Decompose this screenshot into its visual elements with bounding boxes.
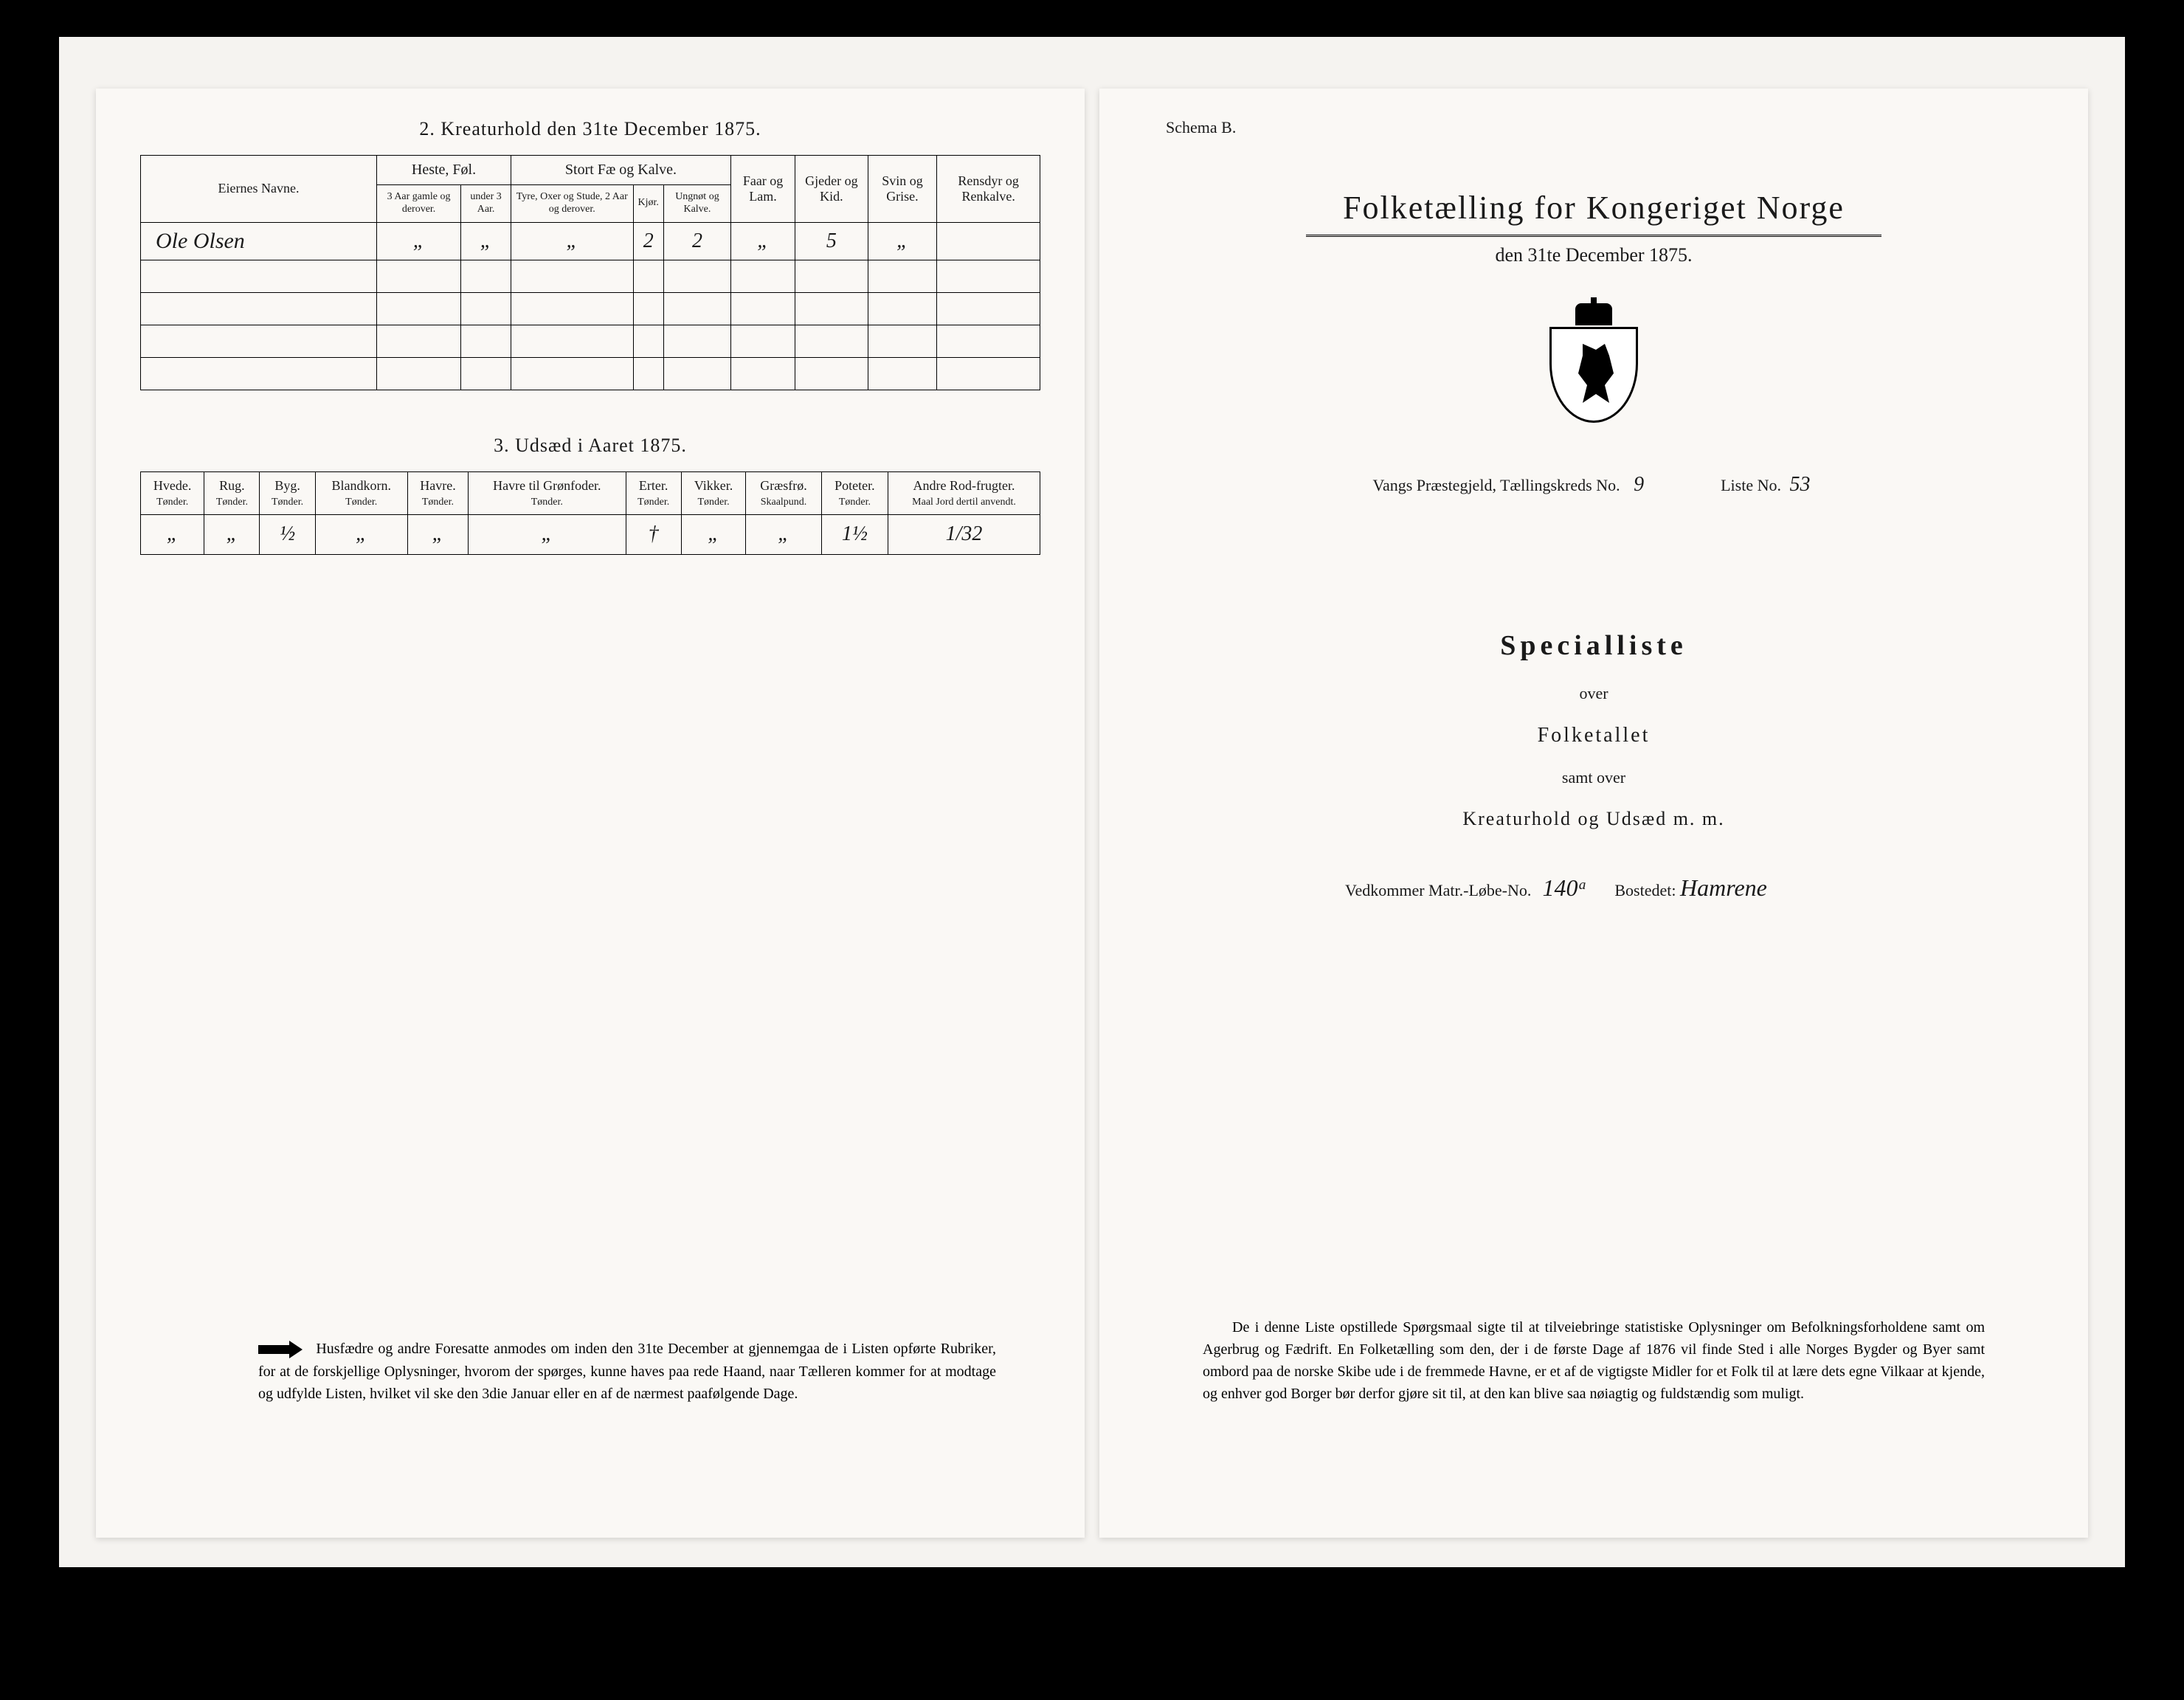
matr-line: Vedkommer Matr.-Løbe-No. 140ᵃ Bostedet: … (1144, 874, 2044, 902)
matr-number: 140ᵃ (1535, 874, 1594, 902)
left-footer: Husfædre og andre Foresatte anmodes om i… (258, 1338, 996, 1405)
table-row: „ „ ½ „ „ „ † „ „ 1½ 1/32 (141, 514, 1040, 554)
col-mixed: Blandkorn.Tønder. (315, 471, 407, 514)
left-footer-text: Husfædre og andre Foresatte anmodes om i… (258, 1341, 996, 1402)
bosted-label: Bostedet: (1614, 881, 1676, 899)
schema-label: Schema B. (1166, 118, 2044, 137)
seed-table: Hvede.Tønder. Rug.Tønder. Byg.Tønder. Bl… (140, 471, 1040, 555)
col-sheep: Faar og Lam. (730, 156, 795, 223)
col-cattle-sub1: Tyre, Oxer og Stude, 2 Aar og derover. (511, 185, 634, 223)
sub-title: den 31te December 1875. (1144, 244, 2044, 266)
col-rye: Rug.Tønder. (204, 471, 260, 514)
special-kreatur: Kreaturhold og Udsæd m. m. (1144, 808, 2044, 830)
cell-horses2: „ (461, 222, 511, 260)
table-row-empty (141, 357, 1040, 390)
pointing-hand-icon (258, 1338, 303, 1361)
cell-oats: „ (407, 514, 468, 554)
cell-wheat: „ (141, 514, 204, 554)
liste-number: 53 (1785, 473, 1814, 497)
liste-label: Liste No. (1721, 476, 1781, 494)
cell-owner-name: Ole Olsen (141, 222, 377, 260)
col-reindeer: Rensdyr og Renkalve. (937, 156, 1040, 223)
col-cattle-sub2: Kjør. (633, 185, 663, 223)
cell-rye: „ (204, 514, 260, 554)
col-owner: Eiernes Navne. (141, 156, 377, 223)
cell-reindeer (937, 222, 1040, 260)
census-prefix: Vangs Præstegjeld, Tællingskreds No. (1373, 476, 1620, 494)
col-pigs: Svin og Grise. (868, 156, 937, 223)
col-horses: Heste, Føl. (377, 156, 511, 185)
bosted-name: Hamrene (1680, 874, 1842, 902)
scan-background: 2. Kreaturhold den 31te December 1875. E… (59, 37, 2125, 1567)
left-page-content: 2. Kreaturhold den 31te December 1875. E… (96, 89, 1085, 643)
title-underline (1306, 234, 1881, 237)
section3-title: 3. Udsæd i Aaret 1875. (140, 435, 1040, 457)
cell-potatoes: 1½ (821, 514, 888, 554)
col-oats: Havre.Tønder. (407, 471, 468, 514)
table-row-empty (141, 325, 1040, 357)
kreds-number: 9 (1624, 473, 1653, 497)
cell-cattle1: „ (511, 222, 634, 260)
col-peas: Erter.Tønder. (626, 471, 681, 514)
special-main: Folketallet (1144, 724, 2044, 747)
col-horses-sub1: 3 Aar gamle og derover. (377, 185, 461, 223)
cell-peas: † (626, 514, 681, 554)
col-cattle: Stort Fæ og Kalve. (511, 156, 731, 185)
coat-of-arms-icon (1542, 303, 1645, 429)
left-page: 2. Kreaturhold den 31te December 1875. E… (96, 89, 1085, 1538)
cell-barley: ½ (260, 514, 315, 554)
cell-vetch: „ (681, 514, 746, 554)
col-cattle-sub3: Ungnøt og Kalve. (663, 185, 730, 223)
table-row-empty (141, 260, 1040, 292)
col-grass: Græsfrø.Skaalpund. (746, 471, 821, 514)
cell-oats-green: „ (469, 514, 626, 554)
cell-horses1: „ (377, 222, 461, 260)
cell-root: 1/32 (888, 514, 1040, 554)
special-over: over (1144, 684, 2044, 703)
col-root: Andre Rod-frugter.Maal Jord dertil anven… (888, 471, 1040, 514)
right-footer-text: De i denne Liste opstillede Spørgsmaal s… (1203, 1316, 1985, 1405)
lion-icon (1574, 344, 1618, 403)
census-district-line: Vangs Præstegjeld, Tællingskreds No. 9 L… (1144, 473, 2044, 497)
table-row: Ole Olsen „ „ „ 2 2 „ 5 „ (141, 222, 1040, 260)
right-page-content: Schema B. Folketælling for Kongeriget No… (1099, 89, 2088, 1079)
shield-icon (1549, 327, 1638, 423)
matr-prefix: Vedkommer Matr.-Løbe-No. (1345, 881, 1531, 899)
cell-pigs: „ (868, 222, 937, 260)
special-samt: samt over (1144, 768, 2044, 787)
section2-title: 2. Kreaturhold den 31te December 1875. (140, 118, 1040, 140)
right-page: Schema B. Folketælling for Kongeriget No… (1099, 89, 2088, 1538)
col-goats: Gjeder og Kid. (795, 156, 868, 223)
main-title: Folketælling for Kongeriget Norge (1144, 189, 2044, 227)
crown-icon (1575, 303, 1612, 325)
col-vetch: Vikker.Tønder. (681, 471, 746, 514)
col-wheat: Hvede.Tønder. (141, 471, 204, 514)
col-barley: Byg.Tønder. (260, 471, 315, 514)
col-potatoes: Poteter.Tønder. (821, 471, 888, 514)
specialliste-title: Specialliste (1144, 629, 2044, 662)
livestock-table: Eiernes Navne. Heste, Føl. Stort Fæ og K… (140, 155, 1040, 390)
col-horses-sub2: under 3 Aar. (461, 185, 511, 223)
cell-grass: „ (746, 514, 821, 554)
cell-goats: 5 (795, 222, 868, 260)
cell-mixed: „ (315, 514, 407, 554)
cell-sheep: „ (730, 222, 795, 260)
col-oats-green: Havre til Grønfoder.Tønder. (469, 471, 626, 514)
table-row-empty (141, 292, 1040, 325)
cell-cattle3: 2 (663, 222, 730, 260)
cell-cattle2: 2 (633, 222, 663, 260)
